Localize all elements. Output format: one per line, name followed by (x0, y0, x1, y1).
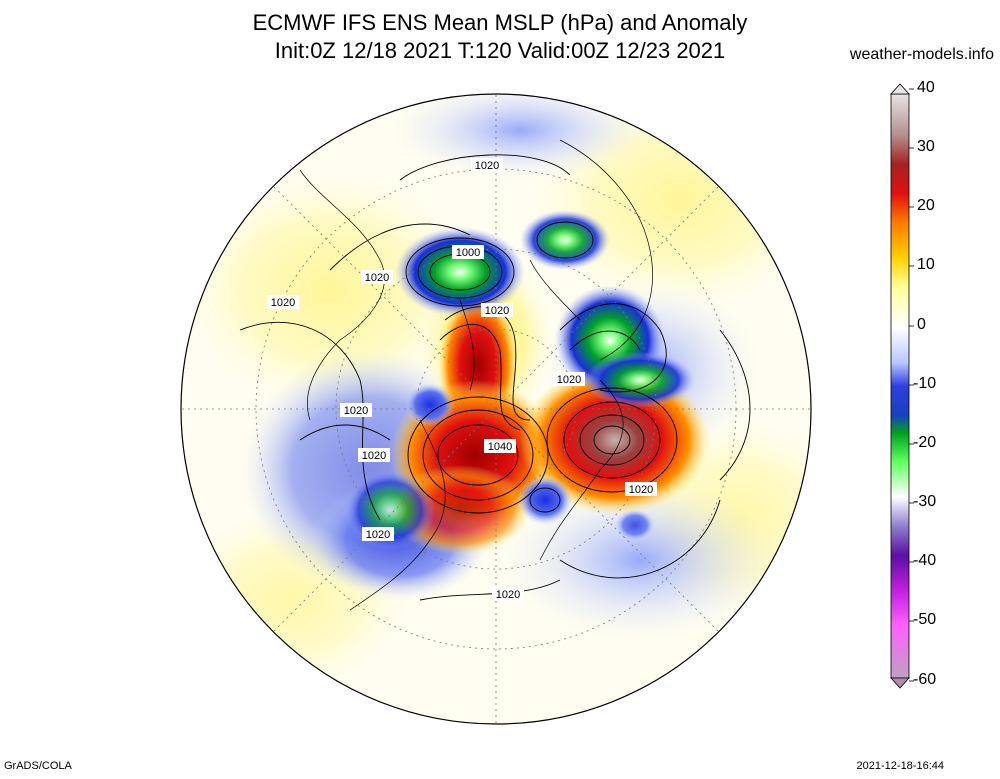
legend-tick-20: 20 (917, 197, 935, 214)
contour-label-1020-canada: 1020 (481, 303, 513, 317)
colorbar (890, 83, 914, 689)
contour-label-text: 1040 (488, 441, 512, 453)
contour-label-1040: 1040 (484, 439, 516, 453)
chart-title-line-1: ECMWF IFS ENS Mean MSLP (hPa) and Anomal… (252, 10, 748, 35)
contour-label-text: 1020 (271, 297, 295, 309)
contour-label-1000: 1000 (452, 245, 484, 259)
contour-label-text: 1020 (475, 160, 499, 172)
contour-label-text: 1020 (557, 374, 581, 386)
footer-timestamp: 2021-12-18-16:44 (856, 760, 944, 772)
contour-label-text: 1000 (456, 247, 480, 259)
legend-tick-minus10: -10 (913, 375, 937, 392)
contour-label-1020-alaska: 1020 (267, 295, 299, 309)
contour-label-1020-pac: 1020 (362, 527, 394, 541)
contour-label-1020-top: 1020 (471, 158, 503, 172)
site-credit: weather-models.info (849, 46, 994, 63)
footer-software-credit: GrADS/COLA (4, 760, 72, 772)
contour-label-text: 1020 (365, 272, 389, 284)
contour-label-1020-west: 1020 (358, 448, 390, 462)
contour-label-1020-asia: 1020 (625, 482, 657, 496)
contour-label-text: 1020 (496, 589, 520, 601)
legend-tick-0: 0 (917, 316, 926, 333)
legend-tick-40: 40 (917, 79, 935, 96)
contour-label-text: 1020 (485, 305, 509, 317)
map-border (180, 93, 812, 725)
contour-label-1020-greenland: 1020 (361, 270, 393, 284)
legend-tick-minus50: -50 (913, 611, 937, 628)
legend-tick-30: 30 (917, 138, 935, 155)
anomaly-field (181, 94, 811, 724)
contour-label-text: 1020 (366, 529, 390, 541)
contour-label-1020-south: 1020 (492, 587, 524, 601)
legend-tick-minus30: -30 (913, 493, 937, 510)
legend-tick-minus60: -60 (913, 671, 937, 688)
contour-label-1020-europe: 1020 (340, 403, 372, 417)
chart-title-line-2: Init:0Z 12/18 2021 T:120 Valid:00Z 12/23… (274, 38, 726, 63)
contour-labels: 1020 1000 1020 1020 1020 1020 1020 1040 … (267, 158, 657, 601)
legend-tick-10: 10 (917, 256, 935, 273)
contour-label-text: 1020 (629, 484, 653, 496)
contour-label-text: 1020 (362, 450, 386, 462)
contour-label-text: 1020 (344, 405, 368, 417)
contour-label-1020-arctic: 1020 (553, 372, 585, 386)
legend-tick-minus20: -20 (913, 434, 937, 451)
legend-tick-minus40: -40 (913, 552, 937, 569)
